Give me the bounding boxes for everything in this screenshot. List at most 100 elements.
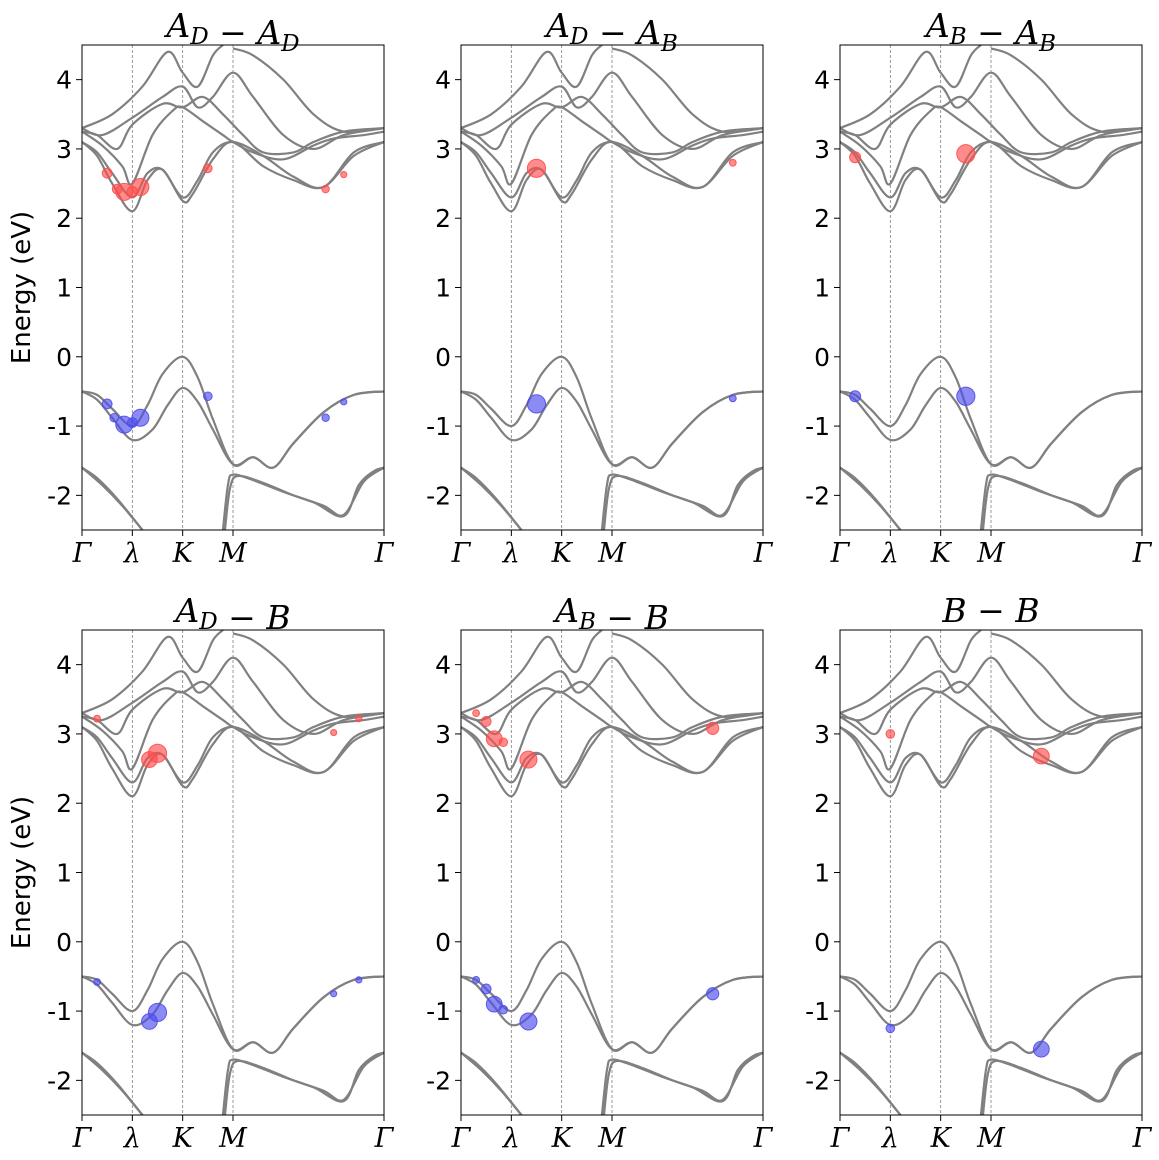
weights-group: [101, 163, 348, 434]
band-line: [840, 656, 1142, 736]
title-part: A: [254, 13, 281, 52]
y-axis-label: Energy (eV): [7, 211, 37, 364]
x-tick-label: Γ: [72, 1123, 93, 1154]
title-part: B: [644, 598, 669, 637]
band-line: [82, 971, 384, 1054]
band-line: [602, 466, 763, 530]
band-line: [82, 71, 384, 151]
band-line: [840, 630, 982, 715]
y-tick-label: 2: [56, 789, 72, 818]
conduction-weight-point: [131, 178, 150, 197]
bands-group: [840, 630, 1142, 1115]
x-tick-label: Γ: [72, 538, 93, 569]
valence-weight-point: [849, 390, 862, 403]
conduction-weight-point: [330, 728, 338, 737]
band-line: [990, 632, 1142, 719]
y-tick-label: 0: [435, 928, 451, 957]
band-line: [981, 1051, 1142, 1115]
band-line: [981, 466, 1142, 530]
y-tick-label: -1: [426, 997, 451, 1026]
conduction-weight-point: [1032, 747, 1050, 765]
y-tick-label: 0: [435, 343, 451, 372]
title-part: A: [543, 6, 570, 45]
band-line: [840, 466, 902, 530]
x-tick-label: K: [930, 1123, 953, 1154]
y-tick-label: 1: [814, 274, 830, 303]
y-tick-label: 1: [56, 274, 72, 303]
x-tick-label: Γ: [451, 538, 472, 569]
valence-weight-point: [203, 391, 213, 402]
x-tick-label: Γ: [830, 1123, 851, 1154]
band-line: [461, 725, 763, 784]
y-tick-label: 1: [814, 859, 830, 888]
valence-weight-point: [519, 1012, 538, 1031]
title-subscript: D: [189, 24, 208, 50]
band-line: [461, 1051, 523, 1115]
valence-weight-point: [93, 978, 101, 986]
x-tick-label: K: [172, 538, 195, 569]
y-tick-label: -1: [47, 412, 72, 441]
x-tick-label: M: [597, 538, 627, 569]
title-part: −: [967, 13, 1016, 52]
x-tick-label: K: [551, 538, 574, 569]
conduction-weight-point: [885, 729, 896, 739]
x-tick-label: Γ: [1132, 1123, 1153, 1154]
conduction-weight-point: [956, 144, 976, 164]
valence-weight-point: [480, 983, 492, 995]
conduction-weight-point: [849, 151, 862, 164]
band-line: [840, 466, 902, 530]
valence-weight-point: [498, 1004, 509, 1015]
title-subscript: B: [660, 31, 678, 57]
band-line: [461, 690, 763, 771]
band-line: [461, 1051, 523, 1115]
band-line: [82, 45, 224, 130]
panel-title: AD − AD: [163, 6, 299, 57]
band-line: [82, 466, 144, 530]
conduction-weight-point: [498, 737, 509, 748]
conduction-weight-point: [472, 709, 481, 718]
band-line: [82, 95, 384, 156]
band-line: [461, 45, 603, 130]
y-tick-label: -1: [47, 997, 72, 1026]
title-part: −: [209, 13, 258, 52]
y-tick-label: 3: [56, 720, 72, 749]
conduction-weight-point: [706, 721, 720, 735]
band-line: [82, 466, 144, 530]
band-line: [461, 140, 763, 199]
band-line: [840, 386, 1142, 469]
band-line: [611, 632, 763, 719]
y-tick-label: 3: [814, 720, 830, 749]
conduction-weight-point: [728, 158, 737, 167]
valence-weight-point: [485, 995, 503, 1013]
band-line: [461, 105, 763, 186]
x-tick-label: Γ: [374, 1123, 395, 1154]
title-part: A: [172, 591, 199, 630]
band-line: [990, 47, 1142, 134]
valence-weight-point: [472, 975, 481, 984]
y-tick-label: 3: [435, 720, 451, 749]
weights-group: [93, 714, 363, 1030]
x-tick-label: M: [976, 538, 1006, 569]
conduction-weight-point: [480, 716, 492, 727]
conduction-weight-point: [321, 184, 330, 194]
x-tick-label: λ: [881, 1123, 899, 1154]
y-tick-label: -1: [805, 997, 830, 1026]
y-tick-label: 4: [814, 66, 830, 95]
band-line: [223, 1051, 384, 1115]
valence-weight-point: [355, 976, 363, 984]
band-line: [840, 71, 1142, 151]
x-tick-label: λ: [123, 538, 141, 569]
conduction-weight-point: [519, 750, 538, 769]
bands-group: [82, 45, 384, 530]
valence-weight-point: [101, 398, 113, 410]
x-tick-label: λ: [502, 538, 520, 569]
y-tick-label: -2: [426, 1066, 451, 1095]
x-tick-label: Γ: [374, 538, 395, 569]
x-tick-label: M: [218, 1123, 248, 1154]
title-part: A: [163, 6, 190, 45]
valence-weight-point: [956, 386, 976, 406]
title-part: B: [265, 598, 290, 637]
band-line: [461, 466, 523, 530]
